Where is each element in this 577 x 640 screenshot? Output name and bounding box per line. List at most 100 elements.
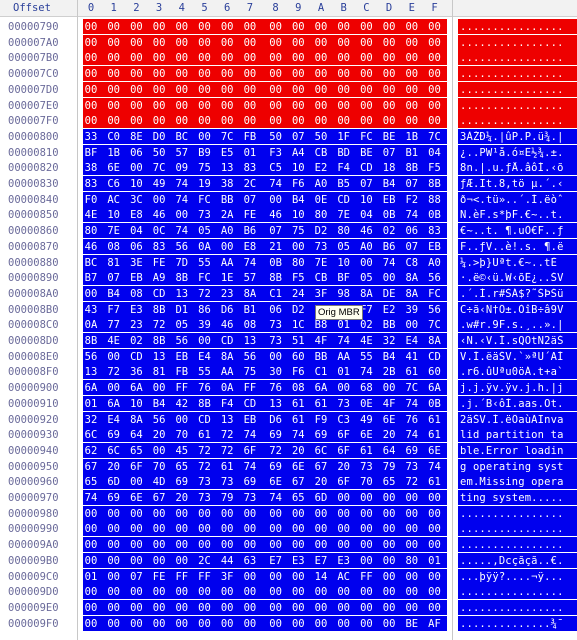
hex-byte[interactable]: 00 [84,52,98,65]
hex-byte[interactable]: 61 [220,460,234,473]
ascii-column[interactable]: ƒÆ.It.8,tö µ.´.‹ [458,176,577,191]
hex-byte[interactable]: 60 [428,366,441,379]
ascii-column[interactable]: .r6.ûUªu0öÁ.t+a` [458,364,577,380]
hex-byte[interactable]: 00 [269,99,282,112]
hex-byte[interactable]: 00 [175,99,189,112]
hex-byte[interactable]: 55 [198,366,211,379]
hex-byte[interactable]: 00 [107,382,121,395]
hex-byte[interactable]: 61 [428,429,441,442]
hex-byte[interactable]: 00 [198,115,211,128]
hex-byte[interactable]: 00 [107,115,121,128]
hex-byte[interactable]: 73 [198,209,211,222]
hex-byte[interactable]: AA [337,350,351,363]
hex-bytes[interactable]: 46 08 06 83 56 0A 00 E8 21 00 73 05 A0 B… [83,238,447,254]
hex-byte[interactable]: 20 [175,492,189,504]
hex-byte[interactable]: 76 [269,382,282,395]
hex-byte[interactable]: 83 [152,240,166,253]
ascii-column[interactable]: ...þÿÿ?....¬ÿ... [458,568,577,584]
hex-byte[interactable]: D2 [314,225,328,238]
hex-byte[interactable]: F6 [291,366,305,379]
hex-byte[interactable]: 00 [107,554,121,567]
hex-byte[interactable]: 05 [337,240,351,253]
hex-byte[interactable]: BE [405,617,419,630]
hex-byte[interactable]: 01 [243,146,257,159]
hex-byte[interactable]: A9 [152,272,166,285]
hex-byte[interactable]: 39 [198,319,211,332]
hex-byte[interactable]: 00 [405,99,419,112]
hex-byte[interactable]: 00 [243,21,257,33]
hex-byte[interactable]: 00 [198,523,211,536]
hex-row[interactable]: 00000870 46 08 06 83 56 0A 00 E8 21 00 73… [0,238,577,255]
hex-byte[interactable]: 20 [314,476,328,489]
hex-byte[interactable]: F2 [405,193,419,206]
hex-row[interactable]: 000008E0 56 00 CD 13 EB E4 8A 56 00 60 BB… [0,348,577,365]
hex-bytes[interactable]: F0 AC 3C 00 74 FC BB 07 00 B4 0E CD 10 E… [83,191,447,207]
hex-byte[interactable]: 83 [84,178,98,190]
hex-byte[interactable]: 65 [175,460,189,473]
ascii-column[interactable]: ble.Error loadin [458,442,577,458]
hex-byte[interactable]: 00 [84,36,98,49]
hex-byte[interactable]: 72 [152,319,166,332]
hex-byte[interactable]: 00 [220,617,234,630]
hex-byte[interactable]: 00 [198,507,211,520]
hex-byte[interactable]: 00 [152,193,166,206]
hex-byte[interactable]: 00 [130,601,143,614]
hex-byte[interactable]: 00 [152,523,166,536]
hex-byte[interactable]: A0 [314,178,328,190]
hex-row[interactable]: 000008D0 8B 4E 02 8B 56 00 CD 13 73 51 4F… [0,333,577,349]
hex-byte[interactable]: 00 [337,507,351,520]
ascii-column[interactable]: €~..t. ¶.uÒ€F..ƒ [458,223,577,239]
hex-byte[interactable]: 00 [337,586,351,599]
hex-byte[interactable]: 6A [428,382,441,395]
hex-byte[interactable]: AC [337,570,351,583]
hex-byte[interactable]: 49 [360,413,373,426]
hex-byte[interactable]: 08 [243,319,257,332]
ascii-column[interactable]: ................ [458,505,577,521]
hex-byte[interactable]: 00 [360,52,373,65]
hex-byte[interactable]: 00 [428,68,441,81]
ascii-column[interactable]: ð¬<.tü»..´.Í.ëòˆ [458,191,577,207]
ascii-column[interactable]: 3ÀŽÐ¼.|ûP.P.ü¾.| [458,128,577,144]
hex-byte[interactable]: 00 [175,413,189,426]
hex-byte[interactable]: 00 [428,52,441,65]
hex-row[interactable]: 000007B0 00 00 00 00 00 00 00 00 00 00 00… [0,50,577,66]
hex-byte[interactable]: 00 [382,83,396,96]
hex-row[interactable]: 000008F0 13 72 36 81 FB 55 AA 75 30 F6 C1… [0,364,577,380]
hex-byte[interactable]: 00 [107,68,121,81]
hex-byte[interactable]: 10 [360,193,373,206]
hex-byte[interactable]: F5 [291,272,305,285]
hex-byte[interactable]: 00 [337,21,351,33]
hex-byte[interactable]: 00 [198,52,211,65]
hex-byte[interactable]: 10 [291,162,305,175]
hex-byte[interactable]: 00 [382,507,396,520]
hex-byte[interactable]: 00 [152,52,166,65]
hex-byte[interactable]: 74 [382,256,396,269]
hex-byte[interactable]: E4 [405,335,419,347]
hex-byte[interactable]: 00 [314,586,328,599]
hex-byte[interactable]: EB [428,240,441,253]
hex-byte[interactable]: 00 [428,115,441,128]
hex-byte[interactable]: 56 [428,303,441,316]
hex-byte[interactable]: 00 [130,52,143,65]
hex-byte[interactable]: 00 [220,83,234,96]
hex-byte[interactable]: 00 [360,21,373,33]
hex-row[interactable]: 00000960 65 6D 00 4D 69 73 73 69 6E 67 20… [0,474,577,490]
hex-bytes[interactable]: 6C 69 64 20 70 61 72 74 69 74 69 6F 6E 2… [83,427,447,443]
hex-bytes[interactable]: 13 72 36 81 FB 55 AA 75 30 F6 C1 01 74 2… [83,364,447,380]
hex-byte[interactable]: BE [382,130,396,143]
hex-byte[interactable]: 80 [291,256,305,269]
hex-byte[interactable]: 73 [269,319,282,332]
hex-byte[interactable]: 00 [220,68,234,81]
hex-byte[interactable]: C1 [314,366,328,379]
hex-byte[interactable]: 0B [428,397,441,410]
hex-byte[interactable]: 05 [360,272,373,285]
hex-byte[interactable]: 00 [428,570,441,583]
hex-byte[interactable]: AF [428,617,441,630]
hex-byte[interactable]: 43 [84,303,98,316]
hex-byte[interactable]: CD [198,413,211,426]
hex-byte[interactable]: 8B [152,303,166,316]
hex-byte[interactable]: 0B [382,209,396,222]
hex-byte[interactable]: 00 [291,507,305,520]
hex-row[interactable]: 000008A0 00 B4 08 CD 13 72 23 8A C1 24 3F… [0,285,577,302]
